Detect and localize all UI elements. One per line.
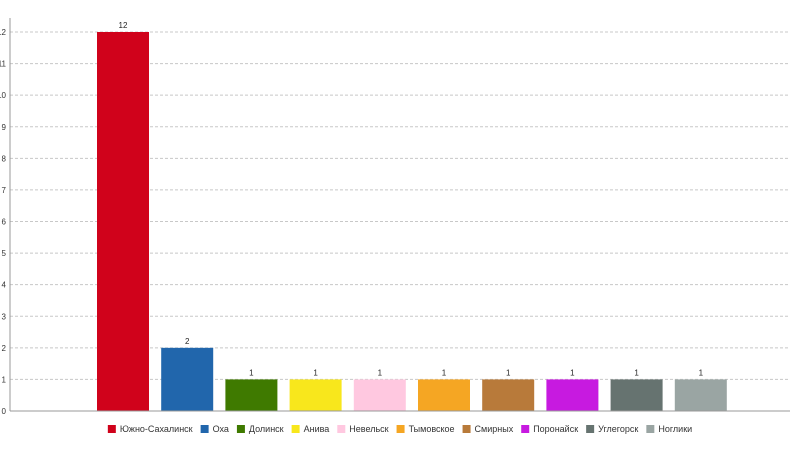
legend-label: Тымовское — [409, 424, 455, 434]
bar-value-label: 1 — [249, 368, 254, 377]
legend-swatch — [236, 425, 245, 433]
legend-item[interactable]: Тымовское — [396, 424, 455, 434]
y-axis-ticks: 0123456789101112 — [0, 28, 7, 416]
legend-swatch — [646, 425, 655, 433]
legend-item[interactable]: Долинск — [236, 424, 284, 434]
legend-swatch — [337, 425, 346, 433]
legend-swatch — [521, 425, 530, 433]
bar-value-label: 1 — [634, 368, 639, 377]
y-tick-label: 6 — [2, 218, 7, 227]
legend-swatch — [291, 425, 300, 433]
bar-value-label: 12 — [119, 21, 128, 30]
y-tick-label: 3 — [2, 312, 7, 321]
bar-5[interactable] — [353, 379, 406, 411]
bar-value-label: 2 — [185, 337, 190, 346]
legend-label: Южно-Сахалинск — [120, 424, 193, 434]
legend-item[interactable]: Южно-Сахалинск — [107, 424, 193, 434]
legend-item[interactable]: Невельск — [337, 424, 389, 434]
legend-label: Анива — [304, 424, 330, 434]
legend-item[interactable]: Оха — [200, 424, 229, 434]
y-tick-label: 2 — [2, 344, 7, 353]
bar-value-label: 1 — [378, 368, 383, 377]
y-tick-label: 5 — [2, 249, 7, 258]
bar-10[interactable] — [674, 379, 727, 411]
y-tick-label: 0 — [2, 407, 7, 416]
legend-item[interactable]: Ноглики — [646, 424, 692, 434]
bar-2[interactable] — [161, 347, 214, 411]
legend-swatch — [107, 425, 116, 433]
legend-swatch — [462, 425, 471, 433]
bar-1[interactable] — [97, 32, 149, 411]
legend-item[interactable]: Анива — [291, 424, 330, 434]
legend-item[interactable]: Смирных — [462, 424, 514, 434]
bar-value-label: 1 — [570, 368, 575, 377]
data-labels: 12 2 1 1 1 1 1 1 1 1 — [119, 21, 704, 377]
legend-swatch — [200, 425, 209, 433]
bar-8[interactable] — [546, 379, 599, 411]
legend-swatch — [396, 425, 405, 433]
y-tick-label: 12 — [0, 28, 7, 37]
legend: Южно-Сахалинск Оха Долинск Анива Невельск Тым… — [107, 424, 692, 434]
bars — [97, 32, 727, 411]
legend-label: Ноглики — [658, 424, 692, 434]
y-tick-label: 10 — [0, 91, 7, 100]
legend-swatch — [586, 425, 595, 433]
bar-7[interactable] — [482, 379, 535, 411]
y-tick-label: 7 — [2, 186, 7, 195]
legend-label: Невельск — [349, 424, 388, 434]
y-tick-label: 1 — [2, 375, 7, 384]
bar-value-label: 1 — [506, 368, 511, 377]
bar-value-label: 1 — [699, 368, 704, 377]
bar-value-label: 1 — [313, 368, 318, 377]
legend-label: Углегорск — [598, 424, 638, 434]
y-tick-label: 9 — [2, 123, 7, 132]
legend-label: Долинск — [249, 424, 284, 434]
bar-value-label: 1 — [442, 368, 447, 377]
y-tick-label: 4 — [2, 281, 7, 290]
bar-3[interactable] — [225, 379, 278, 411]
bar-6[interactable] — [418, 379, 470, 411]
bar-9[interactable] — [610, 379, 663, 411]
bar-4[interactable] — [289, 379, 342, 411]
legend-item[interactable]: Поронайск — [521, 424, 578, 434]
legend-item[interactable]: Углегорск — [586, 424, 638, 434]
legend-label: Оха — [213, 424, 229, 434]
y-tick-label: 11 — [0, 60, 7, 69]
legend-label: Поронайск — [533, 424, 578, 434]
legend-label: Смирных — [475, 424, 514, 434]
y-tick-label: 8 — [2, 154, 7, 163]
